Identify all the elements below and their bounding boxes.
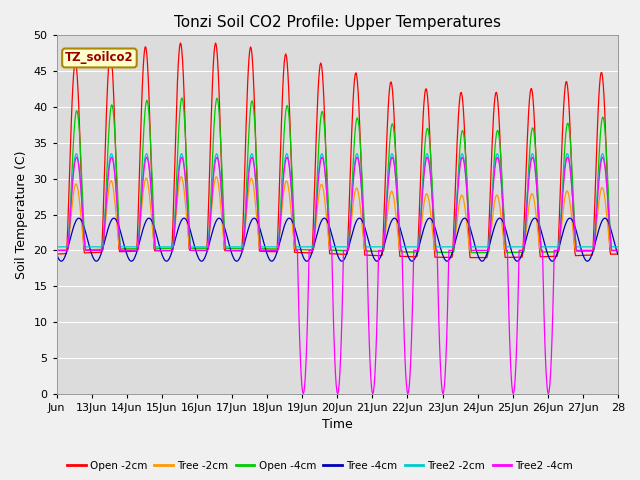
Legend: Open -2cm, Tree -2cm, Open -4cm, Tree -4cm, Tree2 -2cm, Tree2 -4cm: Open -2cm, Tree -2cm, Open -4cm, Tree -4… — [63, 456, 577, 475]
Text: TZ_soilco2: TZ_soilco2 — [65, 51, 134, 64]
Y-axis label: Soil Temperature (C): Soil Temperature (C) — [15, 150, 28, 279]
X-axis label: Time: Time — [322, 419, 353, 432]
Title: Tonzi Soil CO2 Profile: Upper Temperatures: Tonzi Soil CO2 Profile: Upper Temperatur… — [174, 15, 500, 30]
